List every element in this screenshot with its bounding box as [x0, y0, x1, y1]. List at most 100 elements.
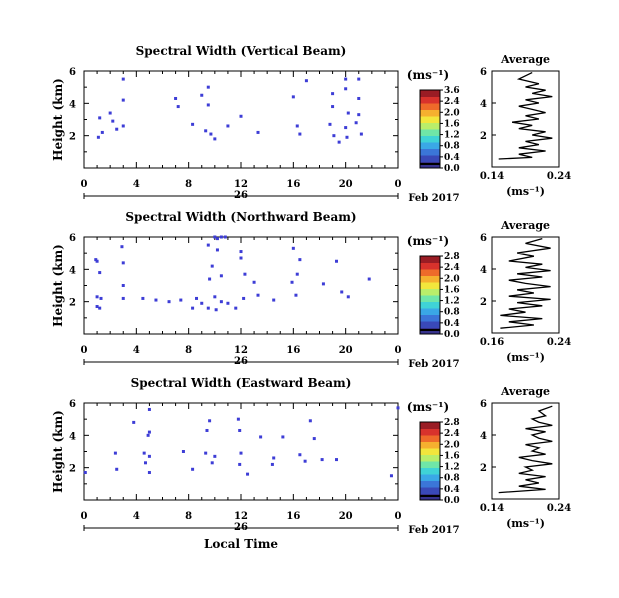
- colorbar-segment: [420, 109, 440, 117]
- colorbar-tick-label: 0.8: [444, 142, 460, 152]
- colorbar-tick-label: 2.0: [444, 108, 460, 118]
- data-point: [174, 96, 178, 100]
- y-axis-label: Height (km): [51, 78, 65, 161]
- data-point: [331, 105, 335, 109]
- colorbar-segment: [420, 256, 440, 263]
- colorbar-segment: [420, 103, 440, 110]
- x-tick-label: 20: [339, 179, 353, 190]
- average-x-tick-label: 0.24: [547, 503, 571, 514]
- y-tick-label: 4: [69, 431, 76, 442]
- date-label: Feb 2017: [408, 193, 459, 204]
- date-label: Feb 2017: [408, 525, 459, 536]
- average-profile-line: [498, 405, 553, 494]
- colorbar-tick-label: 2.0: [444, 274, 460, 284]
- average-x-label: (ms⁻¹): [506, 351, 545, 364]
- data-point: [210, 461, 214, 465]
- colorbar-segment: [420, 269, 440, 276]
- data-point: [256, 293, 260, 297]
- x-tick-label: 4: [133, 345, 140, 356]
- data-point: [205, 428, 209, 432]
- data-point: [219, 274, 223, 278]
- average-frame: [491, 70, 560, 168]
- y-tick-label: 2: [69, 464, 76, 475]
- average-x-tick-label: 0.24: [547, 337, 571, 348]
- data-point: [304, 79, 308, 83]
- data-point: [141, 296, 145, 300]
- data-point: [167, 300, 171, 304]
- data-point: [389, 474, 393, 478]
- data-point: [298, 132, 302, 136]
- x-tick-label: 20: [339, 345, 353, 356]
- data-point: [213, 235, 217, 239]
- data-point: [215, 248, 219, 252]
- colorbar-tick-label: 0.0: [444, 164, 460, 174]
- data-point: [226, 301, 230, 305]
- y-tick-label: 4: [69, 265, 76, 276]
- colorbar-segment: [420, 275, 440, 283]
- data-point: [298, 258, 302, 262]
- data-point: [98, 116, 102, 120]
- data-point: [95, 259, 99, 263]
- panel-2: Spectral Width (Northward Beam) 2 4 6 Height…: [51, 210, 571, 370]
- average-x-label: (ms⁻¹): [506, 517, 545, 530]
- colorbar-segment: [420, 461, 440, 468]
- data-point: [291, 95, 295, 99]
- data-point: [357, 96, 361, 100]
- colorbar-tick-label: 2.8: [444, 418, 460, 428]
- colorbar-tick-label: 1.2: [444, 297, 460, 307]
- data-point: [312, 437, 316, 441]
- x-tick-label: 8: [185, 179, 192, 190]
- data-point: [191, 467, 195, 471]
- average-y-tick-label: 6: [480, 233, 487, 244]
- plot-frame: [83, 402, 399, 501]
- data-point: [332, 134, 336, 138]
- data-point: [357, 77, 361, 81]
- panel-title: Spectral Width (Vertical Beam): [136, 44, 347, 58]
- data-point: [176, 105, 180, 109]
- data-point: [204, 129, 208, 133]
- colorbar-tick-label: 0.8: [444, 474, 460, 484]
- data-point: [243, 272, 247, 276]
- data-point: [367, 277, 371, 281]
- average-title: Average: [500, 219, 550, 232]
- x-axis-label: Local Time: [204, 537, 278, 551]
- colorbar-segment: [420, 467, 440, 475]
- data-point: [120, 245, 124, 249]
- data-point: [346, 295, 350, 299]
- colorbar-segment: [420, 448, 440, 455]
- data-point: [259, 435, 263, 439]
- data-point: [142, 451, 146, 455]
- data-point: [396, 406, 400, 410]
- colorbar-segment: [420, 295, 440, 302]
- data-point: [239, 250, 243, 254]
- data-point: [331, 92, 335, 96]
- date-day: 26: [234, 356, 248, 367]
- average-frame: [491, 236, 560, 334]
- colorbar-frame: [419, 421, 441, 501]
- data-point: [219, 300, 223, 304]
- average-profile-line: [500, 237, 551, 329]
- panel-title: Spectral Width (Eastward Beam): [131, 376, 352, 390]
- data-point: [242, 296, 246, 300]
- data-point: [321, 282, 325, 286]
- x-tick-label: 8: [185, 345, 192, 356]
- data-point: [111, 119, 115, 123]
- y-axis-label: Height (km): [51, 244, 65, 327]
- average-y-tick-label: 6: [480, 67, 487, 78]
- data-point: [121, 284, 125, 287]
- average-profile-line: [498, 72, 553, 160]
- x-tick-label: 0: [81, 345, 88, 356]
- colorbar-segment: [420, 122, 440, 130]
- colorbar-segment: [420, 96, 440, 104]
- colorbar-tick-label: 2.8: [444, 252, 460, 262]
- colorbar-segment: [420, 135, 440, 143]
- data-point: [359, 132, 363, 136]
- colorbar-tick-label: 1.2: [444, 463, 460, 473]
- colorbar-unit: (ms⁻¹): [407, 234, 449, 248]
- colorbar-tick-label: 0.0: [444, 330, 460, 340]
- data-point: [272, 298, 276, 302]
- data-point: [200, 301, 204, 305]
- data-point: [210, 264, 214, 268]
- plot-frame: [83, 70, 399, 169]
- data-point: [256, 130, 260, 134]
